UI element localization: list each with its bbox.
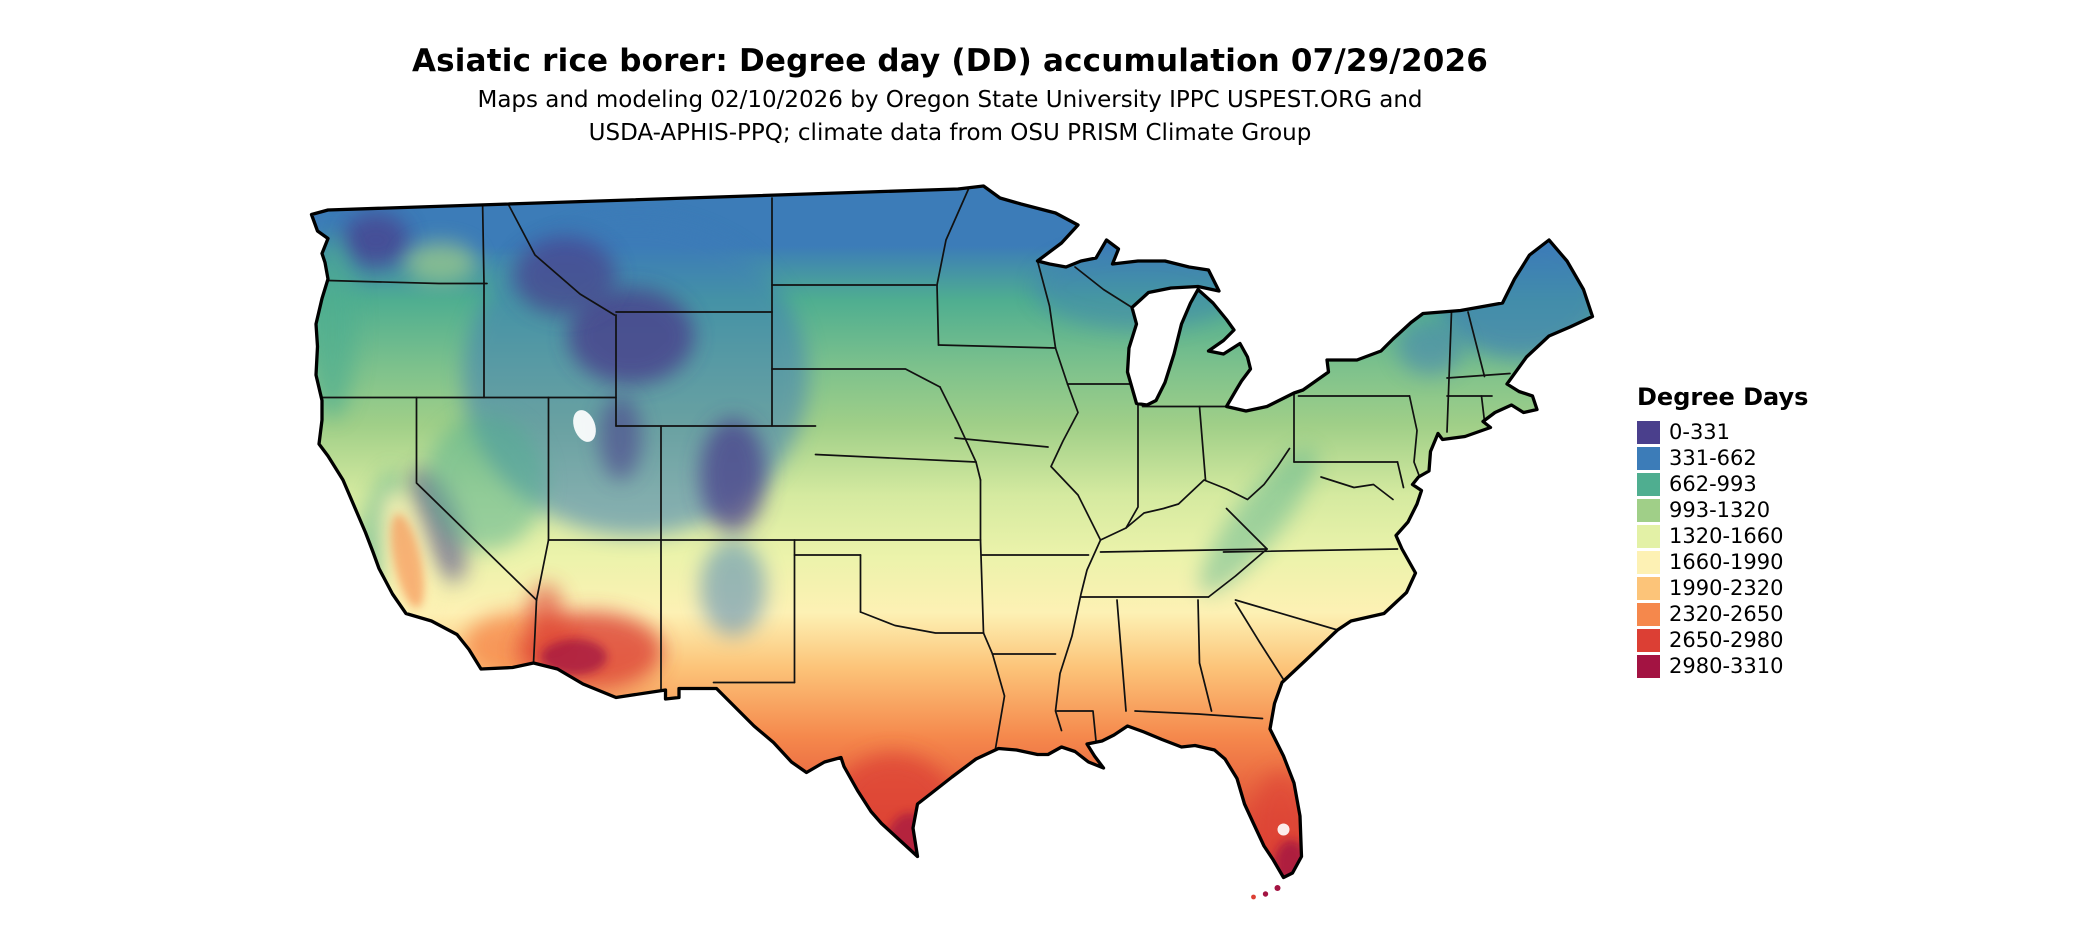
- legend-row: 2320-2650: [1637, 601, 1808, 627]
- legend-row: 993-1320: [1637, 497, 1808, 523]
- legend-row: 1660-1990: [1637, 549, 1808, 575]
- legend-label: 0-331: [1669, 419, 1731, 444]
- legend-swatch: [1637, 602, 1660, 626]
- legend-swatch: [1637, 576, 1660, 600]
- subtitle-line-1: Maps and modeling 02/10/2026 by Oregon S…: [477, 87, 1423, 113]
- legend-swatch: [1637, 628, 1660, 652]
- degree-day-raster: [311, 186, 1593, 878]
- legend-label: 1990-2320: [1669, 575, 1784, 600]
- legend-label: 993-1320: [1669, 497, 1771, 522]
- legend-row: 2980-3310: [1637, 653, 1808, 679]
- us-map-svg: [309, 184, 1595, 900]
- legend-row: 2650-2980: [1637, 627, 1808, 653]
- legend: Degree Days 0-331 331-662 662-993 993-1320 1…: [1637, 383, 1808, 679]
- us-coastline: [309, 184, 1595, 880]
- lake-okeechobee: [1277, 823, 1290, 836]
- florida-keys: [1251, 885, 1281, 900]
- legend-label: 662-993: [1669, 471, 1757, 496]
- legend-swatch: [1637, 498, 1660, 522]
- legend-swatch: [1637, 446, 1660, 470]
- legend-swatch: [1637, 420, 1660, 444]
- legend-row: 1990-2320: [1637, 575, 1808, 601]
- state-borders: [315, 188, 1511, 750]
- legend-swatch: [1637, 654, 1660, 678]
- legend-label: 1660-1990: [1669, 549, 1784, 574]
- legend-row: 0-331: [1637, 419, 1808, 445]
- legend-label: 331-662: [1669, 445, 1757, 470]
- legend-swatch: [1637, 524, 1660, 548]
- legend-label: 1320-1660: [1669, 523, 1784, 548]
- legend-title: Degree Days: [1637, 383, 1809, 411]
- legend-label: 2650-2980: [1669, 627, 1784, 652]
- subtitle-line-2: USDA-APHIS-PPQ; climate data from OSU PR…: [588, 120, 1312, 146]
- great-salt-lake: [573, 410, 596, 442]
- legend-row: 662-993: [1637, 471, 1808, 497]
- figure-subtitle: Maps and modeling 02/10/2026 by Oregon S…: [0, 84, 1900, 150]
- legend-row: 1320-1660: [1637, 523, 1808, 549]
- legend-label: 2320-2650: [1669, 601, 1784, 626]
- legend-row: 331-662: [1637, 445, 1808, 471]
- figure-title: Asiatic rice borer: Degree day (DD) accu…: [411, 42, 1489, 79]
- us-degree-day-map: [238, 168, 1678, 948]
- legend-label: 2980-3310: [1669, 653, 1784, 678]
- legend-swatch: [1637, 472, 1660, 496]
- legend-swatch: [1637, 550, 1660, 574]
- legend-entries: 0-331 331-662 662-993 993-1320 1320-1660 1660…: [1637, 419, 1808, 679]
